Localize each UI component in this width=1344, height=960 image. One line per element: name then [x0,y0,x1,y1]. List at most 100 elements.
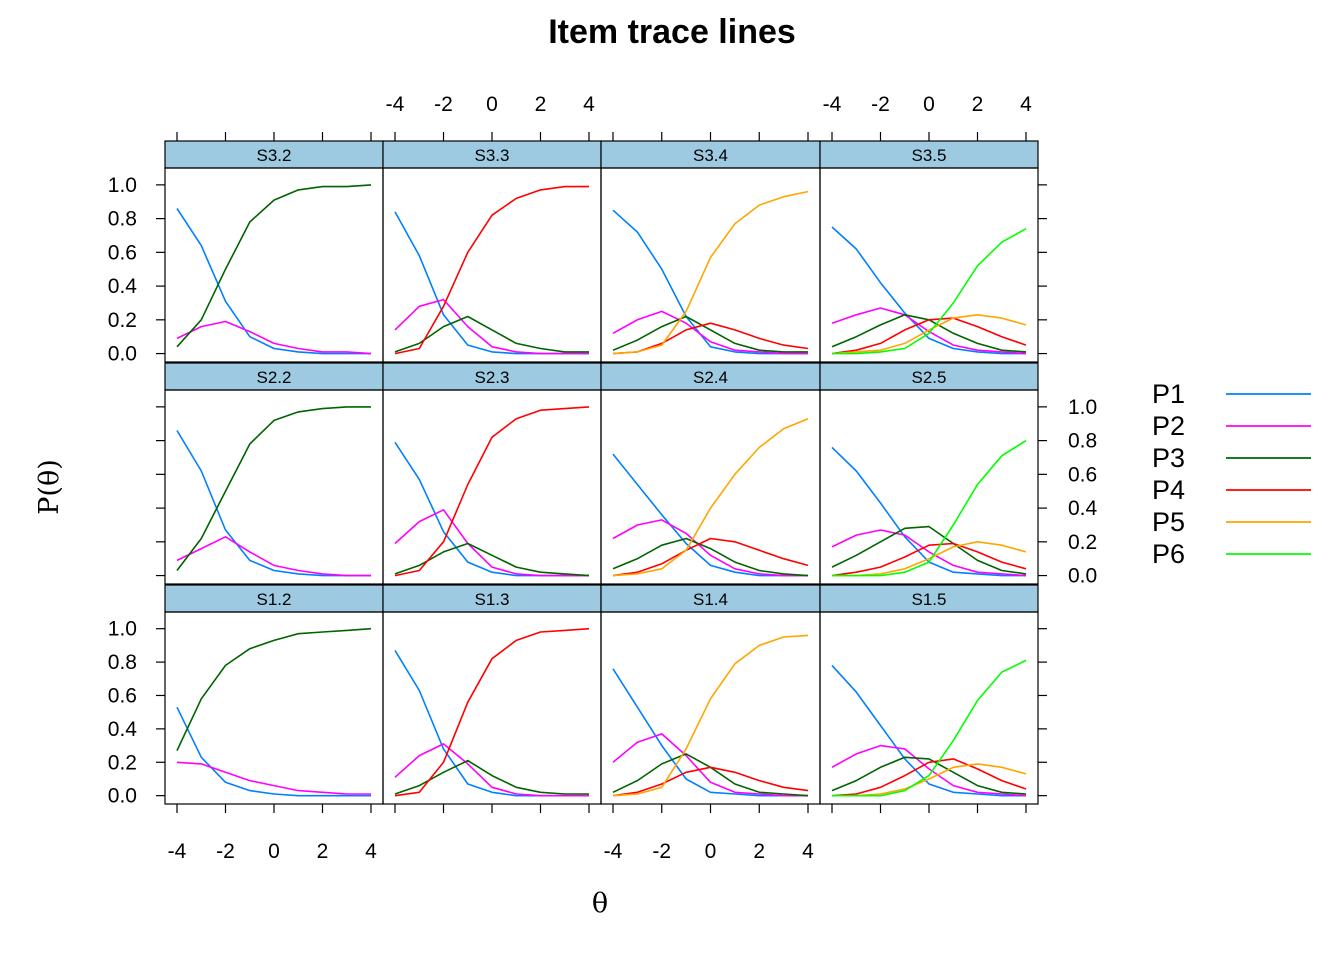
line-s1-4-p5 [612,634,809,797]
plot-frame-s3-5 [819,167,1039,363]
y-tick-label: 0.8 [1068,430,1097,453]
y-tick-label: 0.6 [108,241,137,264]
y-tick-label: 1.0 [108,174,137,197]
axes-layer: -4 -2 0 2 4 -4 -2 0 2 4 -4 -2 0 2 4 -4 -2 0 2 4 0.0 0.2 0.4 0.6… [108,93,1098,863]
strip-s3-4 [600,140,821,169]
line-s1-2-p2 [176,761,371,795]
line-s3-4-p5 [612,190,809,355]
x-tick-label: 4 [802,840,814,863]
legend-label-p4: P4 [1152,475,1185,505]
strip-s1-4 [600,584,821,613]
line-s3-4-p2 [612,310,808,355]
panel-s3-4: S3.4 [600,140,821,363]
y-tick-label: 0.4 [108,718,138,741]
line-s1-2-p1 [176,706,371,797]
line-s1-3-p1 [394,649,589,797]
line-s3-2-p1 [176,208,371,355]
legend-label-p6: P6 [1152,539,1185,569]
line-s1-3-p2 [394,743,589,797]
x-tick-label: 2 [317,840,329,863]
strip-label-s1-5: S1.5 [912,590,947,609]
strip-s2-3 [382,362,602,391]
line-s1-2-p3 [176,627,372,751]
line-s1-3-p3 [394,759,589,795]
line-s3-5-p6 [832,228,1027,355]
line-s1-4-p2 [612,733,808,797]
y-tick-label: 0.4 [108,275,138,298]
line-s2-4-p3 [612,537,809,577]
y-tick-label: 0.6 [1068,463,1097,486]
panel-s1-5: S1.5 [819,584,1039,805]
line-s3-3-p4 [394,185,589,355]
legend-label-p1: P1 [1152,379,1185,409]
line-s3-4-p4 [612,322,809,355]
y-tick-label: 0.8 [108,651,137,674]
panel-s2-3: S2.3 [382,362,602,585]
y-tick-label: 0.0 [108,343,137,366]
line-s3-5-p5 [831,314,1027,355]
legend-label-p5: P5 [1152,507,1185,537]
x-tick-label: 2 [972,93,984,116]
y-tick-label: 1.0 [1068,396,1097,419]
line-s1-5-p2 [831,744,1027,797]
x-tick-label: -2 [434,93,453,116]
line-s2-2-p3 [176,406,371,571]
y-tick-label: 0.2 [108,751,137,774]
line-s3-4-p1 [612,209,808,355]
panels-layer: S3.2 S3.3 S3.4 S3.5 S2.2 S2.3 S2.4 S2.5 S1.2 S1.3… [164,140,1039,805]
x-tick-label: -4 [168,840,187,863]
x-tick-label: 4 [365,840,377,863]
line-s2-3-p4 [394,406,590,577]
line-s1-5-p1 [831,664,1026,797]
panel-s2-4: S2.4 [600,362,821,585]
panel-s1-3: S1.3 [382,584,602,805]
x-tick-label: -2 [652,840,671,863]
strip-label-s3-2: S3.2 [257,146,292,165]
plot-frame-s1-4 [600,611,821,805]
panel-s3-5: S3.5 [819,140,1039,363]
line-s2-3-p3 [394,542,590,577]
strip-s1-5 [819,584,1039,613]
y-tick-label: 0.8 [108,208,137,231]
x-tick-label: 0 [705,840,717,863]
strip-s1-3 [382,584,602,613]
y-tick-label: 0.2 [1068,531,1097,554]
strip-s2-2 [164,362,384,391]
line-s3-5-p4 [831,317,1027,355]
plot-frame-s3-2 [164,167,384,363]
x-tick-label: 0 [486,93,498,116]
line-s2-5-p4 [831,542,1027,577]
y-tick-label: 0.2 [108,309,137,332]
line-s1-3-p4 [394,627,590,797]
x-tick-label: 4 [1020,93,1032,116]
line-s2-5-p6 [832,439,1027,577]
x-tick-label: -4 [604,840,623,863]
line-s3-2-p2 [176,320,372,355]
x-tick-label: -4 [823,93,842,116]
line-s2-5-p2 [831,529,1027,577]
x-axis-title: θ [592,888,608,919]
strip-label-s3-4: S3.4 [693,146,728,165]
plot-frame-s2-5 [819,389,1039,585]
line-s2-4-p2 [612,519,808,577]
line-s1-5-p3 [831,756,1027,795]
panel-s3-2: S3.2 [164,140,384,363]
y-tick-label: 0.4 [1068,497,1098,520]
x-tick-label: 0 [923,93,935,116]
panel-s2-5: S2.5 [819,362,1039,585]
x-tick-label: 2 [753,840,765,863]
line-s2-5-p1 [831,446,1026,577]
line-s3-5-p2 [831,307,1027,355]
y-axis-title: P(θ) [34,459,65,515]
plot-frame-s2-2 [164,389,384,585]
chart-title: Item trace lines [548,13,796,51]
line-s2-4-p4 [612,537,809,577]
strip-label-s2-2: S2.2 [257,368,292,387]
line-s3-3-p1 [394,211,589,355]
strip-label-s1-4: S1.4 [693,590,728,609]
line-s3-2-p3 [176,184,372,348]
line-s2-3-p2 [394,509,589,577]
x-tick-label: 2 [535,93,547,116]
